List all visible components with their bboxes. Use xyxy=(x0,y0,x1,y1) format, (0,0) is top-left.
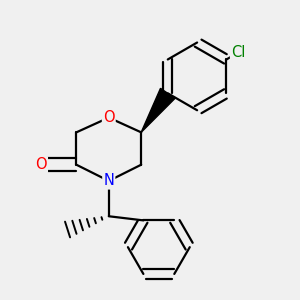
Text: O: O xyxy=(35,157,47,172)
Polygon shape xyxy=(141,88,175,132)
Text: O: O xyxy=(103,110,115,125)
Text: N: N xyxy=(103,173,114,188)
Text: Cl: Cl xyxy=(231,45,245,60)
